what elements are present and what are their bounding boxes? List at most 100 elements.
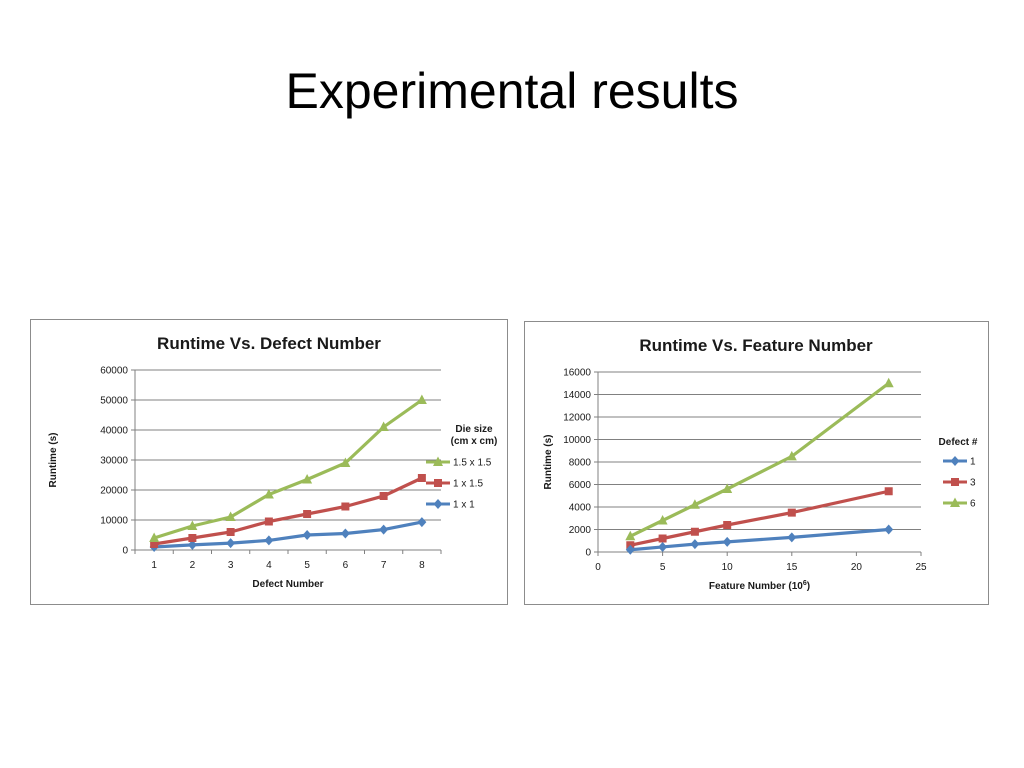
data-point <box>341 502 350 511</box>
data-point <box>188 534 197 542</box>
x-tick-label: 20 <box>851 562 863 573</box>
runtime-vs-defect-chart: Runtime Vs. Defect Number 0 10000 20000 3000… <box>30 319 508 605</box>
x-tick-label: 6 <box>343 560 349 571</box>
y-tick-label: 16000 <box>563 368 591 379</box>
legend-subtitle: (cm x cm) <box>451 436 498 447</box>
data-point <box>379 492 388 500</box>
data-point <box>302 530 312 540</box>
data-point <box>722 483 733 493</box>
legend-label: 1.5 x 1.5 <box>453 458 492 469</box>
data-point <box>884 487 893 496</box>
chart-title: Runtime Vs. Feature Number <box>639 336 873 355</box>
data-point <box>226 538 236 549</box>
legend-label: 3 <box>970 478 976 489</box>
data-point <box>187 520 198 530</box>
series-line <box>629 489 890 547</box>
legend-swatch-marker <box>951 478 959 486</box>
x-axis-label: Feature Number (106) <box>709 580 810 592</box>
legend-swatch-marker <box>433 499 443 509</box>
x-axis-label: Defect Number <box>252 579 323 590</box>
data-point <box>226 528 235 536</box>
data-point <box>303 510 312 518</box>
data-point <box>340 528 350 539</box>
runtime-vs-defect-svg: Runtime Vs. Defect Number 0 10000 20000 3000… <box>48 334 498 590</box>
data-point <box>263 489 274 499</box>
chart-title: Runtime Vs. Defect Number <box>157 334 381 353</box>
data-point <box>625 530 636 541</box>
x-tick-label: 2 <box>190 560 196 571</box>
data-point <box>149 532 160 542</box>
data-point <box>417 474 426 482</box>
data-point <box>690 527 699 536</box>
y-tick-label: 10000 <box>563 435 591 446</box>
y-tick-label: 10000 <box>100 516 128 527</box>
y-tick-label: 8000 <box>569 458 592 469</box>
x-axis-label-text: Defect Number <box>252 579 323 590</box>
y-axis-label: Runtime (s) <box>543 435 554 490</box>
x-axis-label-sup: 6 <box>803 580 807 587</box>
y-tick-label: 20000 <box>100 486 128 497</box>
series-line <box>153 398 423 540</box>
series-line <box>153 476 423 546</box>
data-point <box>302 474 313 484</box>
series-line <box>629 381 890 538</box>
legend-label: 6 <box>970 499 976 510</box>
data-point <box>416 394 427 404</box>
y-tick-label: 12000 <box>563 413 591 424</box>
data-point <box>658 534 667 543</box>
y-tick-label: 2000 <box>569 525 592 536</box>
data-point <box>722 536 732 547</box>
data-point <box>379 524 389 535</box>
x-tick-label: 5 <box>660 562 666 573</box>
series-line <box>630 527 889 552</box>
legend-label: 1 x 1 <box>453 500 475 511</box>
x-tick-label: 0 <box>595 562 601 573</box>
legend-title: Defect # <box>939 437 978 448</box>
data-point <box>723 521 732 529</box>
data-point <box>787 532 797 543</box>
x-tick-label: 1 <box>151 560 157 571</box>
x-tick-label: 25 <box>915 562 927 573</box>
data-point <box>657 515 668 525</box>
data-point <box>264 535 274 546</box>
x-tick-label: 8 <box>419 560 425 571</box>
y-tick-label: 50000 <box>100 396 128 407</box>
legend-title: Die size <box>455 424 493 435</box>
x-tick-label: 7 <box>381 560 387 571</box>
data-point <box>786 450 797 461</box>
legend-swatch-marker <box>434 479 442 487</box>
data-point <box>340 457 351 467</box>
x-tick-label: 3 <box>228 560 234 571</box>
legend-label: 1 <box>970 457 976 468</box>
series-line <box>154 520 423 549</box>
data-point <box>690 539 700 550</box>
y-tick-label: 6000 <box>569 480 592 491</box>
runtime-vs-feature-chart: Runtime Vs. Feature Number 0 2000 4000 6000 8… <box>524 321 989 605</box>
x-tick-label: 15 <box>786 562 798 573</box>
runtime-vs-feature-svg: Runtime Vs. Feature Number 0 2000 4000 6000 8… <box>543 336 978 592</box>
y-tick-label: 60000 <box>100 366 128 377</box>
data-point <box>187 539 197 550</box>
data-point <box>417 517 427 528</box>
legend-swatch-marker <box>950 497 960 507</box>
data-point <box>658 541 668 552</box>
x-axis-label-text: Feature Number (10 <box>709 581 803 592</box>
legend-swatch-marker <box>950 456 960 466</box>
data-point <box>625 544 635 555</box>
y-tick-label: 4000 <box>569 503 592 514</box>
x-tick-label: 5 <box>304 560 310 571</box>
y-tick-label: 14000 <box>563 390 591 401</box>
data-point <box>225 511 236 521</box>
slide-title: Experimental results <box>285 63 739 119</box>
data-point <box>884 524 894 535</box>
x-tick-label: 10 <box>722 562 734 573</box>
y-tick-label: 0 <box>585 548 591 559</box>
y-tick-label: 40000 <box>100 426 128 437</box>
y-axis-label: Runtime (s) <box>48 433 59 488</box>
data-point <box>689 499 700 509</box>
legend-label: 1 x 1.5 <box>453 479 483 490</box>
data-point <box>264 517 273 526</box>
data-point <box>787 508 796 517</box>
data-point <box>150 540 159 548</box>
y-tick-label: 30000 <box>100 456 128 467</box>
